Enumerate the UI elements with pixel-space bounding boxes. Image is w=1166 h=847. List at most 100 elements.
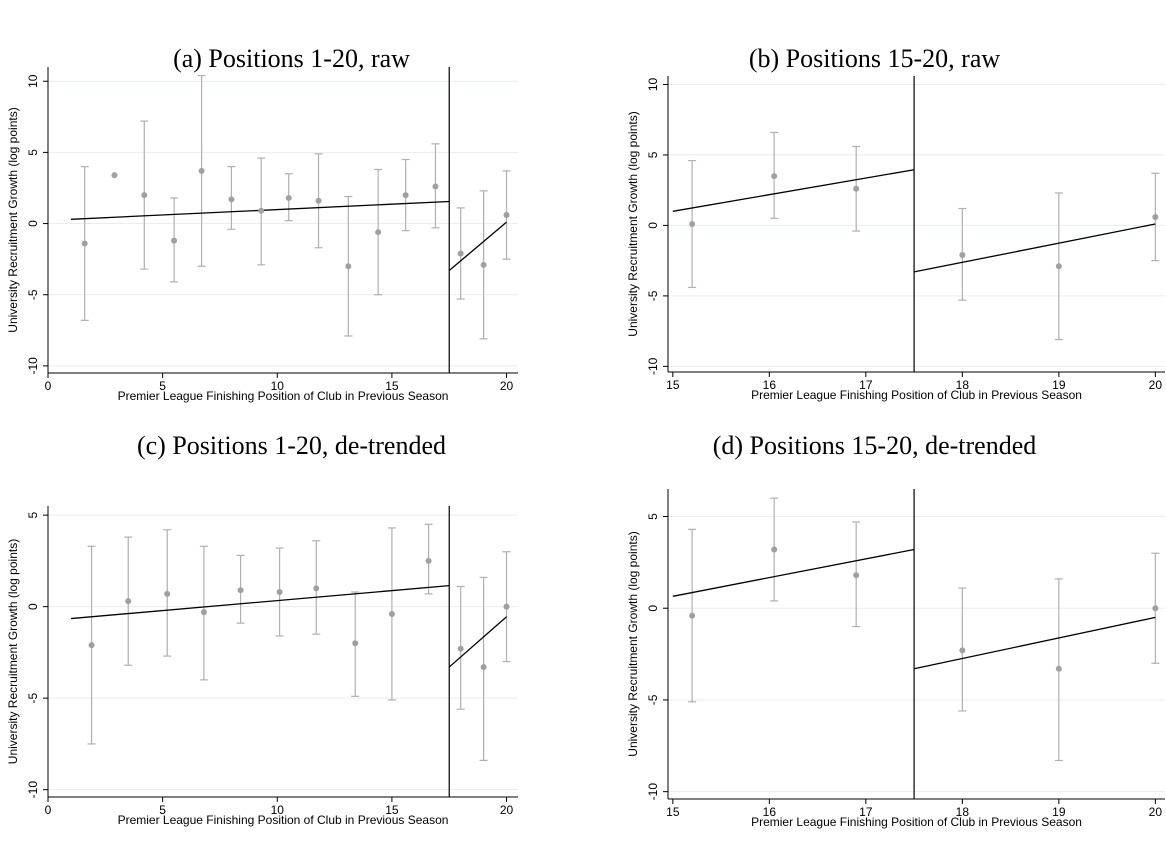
data-point (237, 587, 244, 594)
data-point (402, 192, 409, 199)
data-point (1152, 605, 1159, 612)
chart-title: (a) Positions 1-20, raw (173, 44, 410, 73)
y-tick-label: -5 (26, 693, 40, 704)
chart-b: -10 -5 0 5 10 15 16 17 18 19 20 Premier League Fini… (626, 76, 1165, 402)
y-tick-label: 0 (646, 222, 660, 229)
x-tick-label: 15 (385, 803, 399, 817)
data-point (503, 603, 510, 610)
data-point (313, 585, 320, 592)
chart-a: -10 -5 0 5 10 0 5 10 15 20 Premier League Finishin… (6, 67, 518, 403)
y-tick-label: -10 (646, 783, 660, 801)
x-axis-label: Premier League Finishing Position of Clu… (118, 389, 449, 403)
fit-line-right (448, 221, 507, 272)
panel-a: (a) Positions 1-20, raw -10 -5 0 5 10 0 5 10 15 2… (0, 0, 583, 423)
y-axis-label: University Recruitment Growth (log point… (626, 111, 640, 336)
y-tick-label: 5 (646, 151, 660, 158)
panel-d: (d) Positions 15-20, de-trended -10 -5 0 5 1… (583, 423, 1166, 847)
x-axis-label: Premier League Finishing Position of Clu… (751, 815, 1082, 829)
y-tick-label: 10 (26, 74, 40, 88)
chart-title: (c) Positions 1-20, de-trended (136, 431, 447, 460)
data-point (111, 172, 118, 179)
x-axis-label: Premier League Finishing Position of Clu… (751, 388, 1082, 402)
y-tick-label: 10 (646, 77, 660, 91)
x-tick-label: 17 (859, 805, 873, 819)
x-tick-label: 16 (763, 805, 777, 819)
x-tick-label: 19 (1052, 805, 1066, 819)
data-point (689, 221, 696, 227)
data-point (198, 167, 205, 174)
fit-line-left (70, 584, 450, 620)
data-point (164, 590, 171, 597)
data-point (352, 640, 359, 647)
data-point (425, 557, 432, 564)
y-tick-label: -5 (646, 290, 660, 301)
x-tick-label: 15 (666, 805, 680, 819)
data-point (88, 642, 95, 649)
data-point (276, 589, 283, 596)
data-point (771, 546, 778, 553)
x-tick-label: 18 (956, 805, 970, 819)
x-tick-label: 0 (45, 803, 52, 817)
data-point (959, 252, 966, 259)
data-point (81, 240, 88, 247)
fit-line-right (913, 616, 1156, 670)
x-tick-label: 20 (500, 803, 514, 817)
y-tick-label: 5 (646, 513, 660, 520)
y-axis-label: University Recruitment Growth (log point… (626, 531, 640, 756)
data-point (1055, 665, 1062, 672)
data-point (480, 261, 487, 268)
y-tick-label: 0 (646, 605, 660, 612)
chart-c: -10 -5 0 5 0 5 10 15 20 Premier League Finishing … (6, 506, 518, 827)
chart-d: -10 -5 0 5 15 16 17 18 19 20 Premier League Finish… (626, 489, 1165, 829)
data-point (258, 207, 265, 214)
data-point (503, 212, 510, 219)
fit-line-right (448, 616, 507, 668)
y-axis-label: University Recruitment Growth (log point… (6, 107, 20, 332)
y-tick-label: -10 (26, 781, 40, 799)
data-point (959, 647, 966, 654)
y-tick-label: -5 (646, 694, 660, 705)
x-tick-label: 15 (666, 378, 680, 392)
y-axis-label: University Recruitment Growth (log point… (6, 539, 20, 764)
y-tick-label: -10 (26, 357, 40, 375)
data-point (375, 229, 382, 236)
y-tick-label: 5 (26, 149, 40, 156)
x-tick-label: 20 (1149, 805, 1163, 819)
x-tick-label: 17 (859, 378, 873, 392)
chart-title: (d) Positions 15-20, de-trended (712, 431, 1037, 460)
x-tick-label: 10 (271, 803, 285, 817)
fit-line-left (672, 169, 915, 212)
data-point (200, 609, 207, 616)
chart-title: (b) Positions 15-20, raw (748, 44, 1001, 73)
x-tick-label: 10 (271, 379, 285, 393)
data-point (771, 173, 778, 180)
data-point (345, 263, 352, 270)
y-tick-label: -10 (646, 357, 660, 375)
data-point (171, 237, 178, 244)
data-point (1055, 263, 1062, 270)
data-point (315, 197, 322, 204)
data-point (457, 250, 464, 257)
x-tick-label: 20 (1149, 378, 1163, 392)
fit-line-left (672, 548, 915, 597)
data-point (432, 183, 439, 190)
x-tick-label: 16 (763, 378, 777, 392)
x-axis-label: Premier League Finishing Position of Clu… (118, 813, 449, 827)
data-point (125, 598, 132, 605)
y-tick-label: 0 (26, 220, 40, 227)
data-point (141, 192, 148, 199)
x-tick-label: 5 (159, 803, 166, 817)
x-tick-label: 0 (45, 379, 52, 393)
data-point (388, 610, 395, 617)
x-tick-label: 20 (500, 379, 514, 393)
y-tick-label: 0 (26, 603, 40, 610)
data-point (853, 572, 860, 579)
x-tick-label: 5 (159, 379, 166, 393)
fit-line-right (913, 223, 1156, 273)
data-point (853, 185, 860, 192)
data-point (285, 194, 292, 201)
data-point (228, 196, 235, 203)
x-tick-label: 18 (956, 378, 970, 392)
panel-b: (b) Positions 15-20, raw -10 -5 0 5 10 15 16 17… (583, 0, 1166, 423)
y-tick-label: -5 (26, 289, 40, 300)
